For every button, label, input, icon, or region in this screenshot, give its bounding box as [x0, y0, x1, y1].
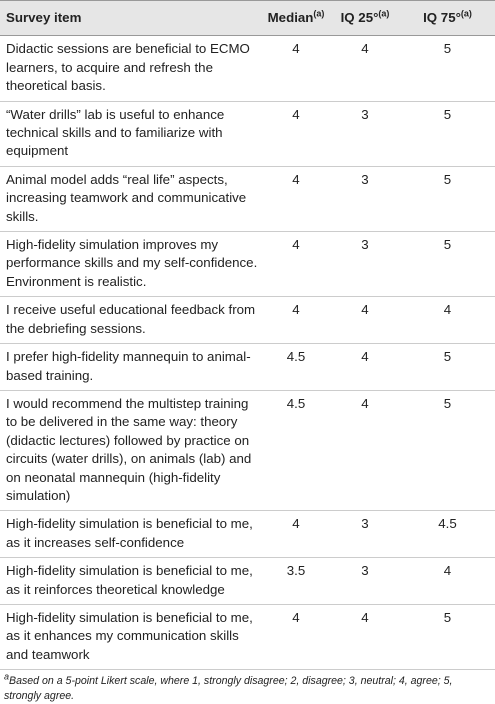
score-cell: 4	[330, 343, 400, 391]
score-cell: 5	[400, 166, 495, 233]
header-superscript: (a)	[460, 8, 472, 19]
score-cell: 3	[330, 557, 400, 605]
score-cell: 4	[330, 296, 400, 345]
score-cell: 5	[400, 101, 495, 167]
table-row: High-fidelity simulation improves my per…	[0, 231, 495, 298]
header-text: Survey item	[6, 10, 82, 25]
header-text: IQ 75°	[423, 10, 461, 25]
score-cell: 5	[400, 231, 495, 298]
table-row: High-fidelity simulation is beneficial t…	[0, 510, 495, 559]
score-cell: 4	[262, 166, 330, 233]
table-row: High-fidelity simulation is beneficial t…	[0, 557, 495, 605]
score-cell: 4	[262, 510, 330, 559]
score-cell: 4	[262, 35, 330, 102]
score-cell: 5	[400, 390, 495, 512]
score-cell: 3	[330, 510, 400, 559]
header-cell: Survey item	[0, 0, 262, 37]
score-cell: 3.5	[262, 557, 330, 605]
survey-item: Animal model adds “real life” aspects, i…	[0, 166, 262, 233]
score-cell: 5	[400, 604, 495, 671]
survey-item: “Water drills” lab is useful to enhance …	[0, 101, 262, 167]
score-cell: 4	[330, 35, 400, 102]
header-superscript: (a)	[313, 8, 325, 19]
score-cell: 4	[400, 557, 495, 605]
footnote: aBased on a 5-point Likert scale, where …	[0, 670, 495, 704]
table-row: Didactic sessions are beneficial to ECMO…	[0, 35, 495, 102]
score-cell: 4	[330, 604, 400, 671]
footnote-text: Based on a 5-point Likert scale, where 1…	[4, 675, 453, 703]
header-cell: IQ 25°(a)	[330, 0, 400, 37]
score-cell: 4	[330, 390, 400, 512]
table-row: “Water drills” lab is useful to enhance …	[0, 101, 495, 167]
score-cell: 3	[330, 101, 400, 167]
survey-item: I prefer high-fidelity mannequin to anim…	[0, 343, 262, 391]
score-cell: 3	[330, 231, 400, 298]
score-cell: 4.5	[262, 343, 330, 391]
header-text: IQ 25°	[340, 10, 379, 25]
survey-item: High-fidelity simulation is beneficial t…	[0, 557, 262, 605]
score-cell: 5	[400, 343, 495, 391]
score-cell: 4	[400, 296, 495, 345]
survey-item: High-fidelity simulation is beneficial t…	[0, 510, 262, 559]
score-cell: 4	[262, 231, 330, 298]
header-cell: IQ 75°(a)	[400, 0, 495, 37]
survey-table: Survey item Median(a) IQ 25°(a) IQ 75°(a) D…	[0, 0, 495, 671]
header-text: Median	[267, 10, 314, 25]
score-cell: 3	[330, 166, 400, 233]
score-cell: 5	[400, 35, 495, 102]
header-row: Survey item Median(a) IQ 25°(a) IQ 75°(a)	[0, 0, 495, 37]
table-row: I would recommend the multistep training…	[0, 390, 495, 512]
score-cell: 4.5	[400, 510, 495, 559]
survey-item: High-fidelity simulation is beneficial t…	[0, 604, 262, 671]
survey-item: High-fidelity simulation improves my per…	[0, 231, 262, 298]
table-row: Animal model adds “real life” aspects, i…	[0, 166, 495, 233]
score-cell: 4	[262, 604, 330, 671]
header-superscript: (a)	[378, 8, 390, 19]
survey-item: I receive useful educational feedback fr…	[0, 296, 262, 345]
score-cell: 4	[262, 101, 330, 167]
table-row: I prefer high-fidelity mannequin to anim…	[0, 343, 495, 391]
table-row: High-fidelity simulation is beneficial t…	[0, 604, 495, 671]
score-cell: 4	[262, 296, 330, 345]
survey-item: I would recommend the multistep training…	[0, 390, 262, 512]
table-row: I receive useful educational feedback fr…	[0, 296, 495, 345]
header-cell: Median(a)	[262, 0, 330, 37]
table-body: Didactic sessions are beneficial to ECMO…	[0, 35, 495, 671]
score-cell: 4.5	[262, 390, 330, 512]
survey-item: Didactic sessions are beneficial to ECMO…	[0, 35, 262, 102]
